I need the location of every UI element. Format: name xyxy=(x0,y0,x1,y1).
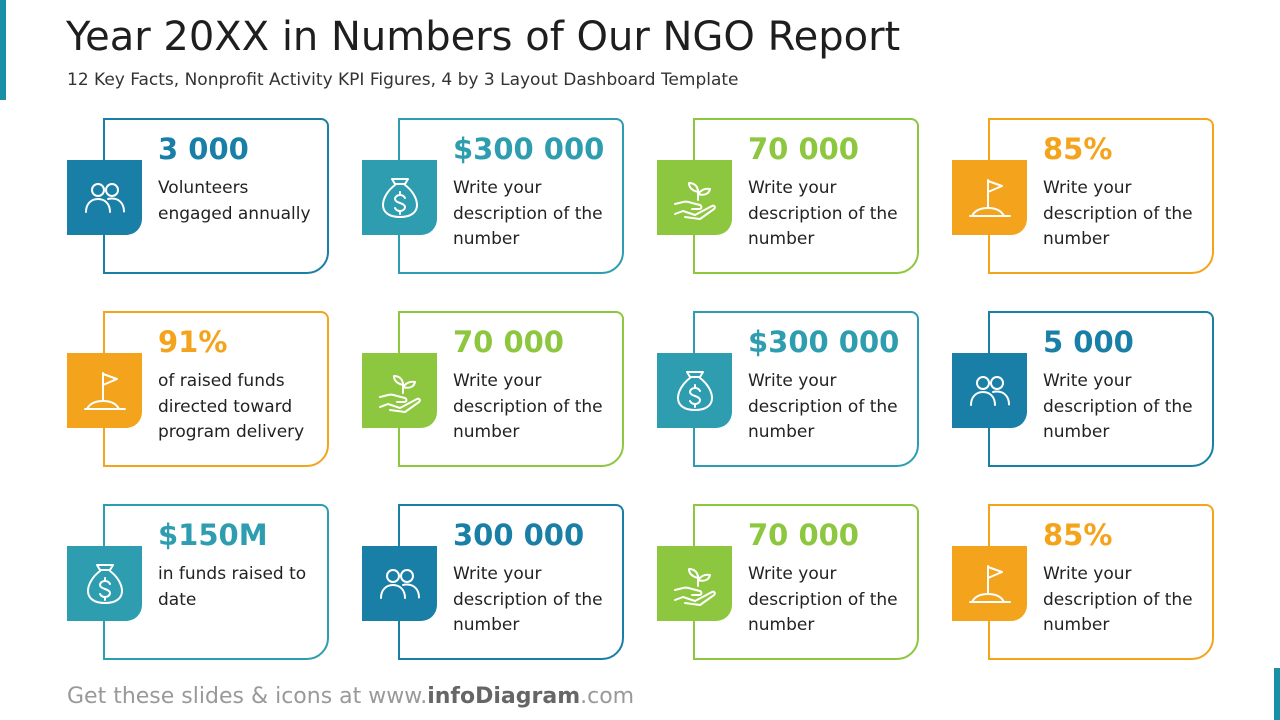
accent-bar xyxy=(0,0,6,100)
kpi-icon xyxy=(657,353,732,428)
kpi-description: Write your description of the number xyxy=(453,371,603,442)
kpi-value: 85% xyxy=(1043,132,1113,166)
kpi-card: $300 000 Write your description of the nu… xyxy=(362,118,624,274)
kpi-description: Volunteers engaged annually xyxy=(158,178,311,224)
icon-graphic xyxy=(378,374,421,413)
kpi-description: Write your description of the number xyxy=(748,564,898,635)
kpi-description: Write your description of the number xyxy=(748,178,898,249)
kpi-value: 5 000 xyxy=(1043,325,1134,359)
accent-bar xyxy=(1274,668,1280,720)
kpi-description: Write your description of the number xyxy=(453,564,603,635)
kpi-card: $300 000 Write your description of the nu… xyxy=(657,311,919,467)
kpi-icon xyxy=(952,160,1027,235)
kpi-description: Write your description of the number xyxy=(453,178,603,249)
icon-graphic xyxy=(968,564,1011,603)
kpi-icon xyxy=(657,160,732,235)
icon-graphic xyxy=(379,568,420,599)
kpi-card: 70 000 Write your description of the numb… xyxy=(657,118,919,274)
footer-brand: infoDiagram xyxy=(427,684,581,709)
icon-graphic xyxy=(84,182,125,213)
kpi-icon xyxy=(67,353,142,428)
kpi-description: Write your description of the number xyxy=(748,371,898,442)
kpi-description: Write your description of the number xyxy=(1043,178,1193,249)
icon-graphic xyxy=(673,181,716,220)
icon-graphic xyxy=(673,567,716,606)
kpi-card: 3 000 Volunteers engaged annually xyxy=(67,118,329,274)
kpi-card: $150M in funds raised to date xyxy=(67,504,329,660)
subtitle: 12 Key Facts, Nonprofit Activity KPI Fig… xyxy=(67,70,739,90)
kpi-icon xyxy=(657,546,732,621)
kpi-value: 70 000 xyxy=(748,518,859,552)
kpi-icon xyxy=(67,546,142,621)
kpi-icon xyxy=(952,353,1027,428)
kpi-value: $300 000 xyxy=(748,325,900,359)
kpi-value: 70 000 xyxy=(748,132,859,166)
kpi-card: 85% Write your description of the number xyxy=(952,504,1214,660)
kpi-value: $300 000 xyxy=(453,132,605,166)
icon-graphic xyxy=(83,371,126,410)
kpi-card: 85% Write your description of the number xyxy=(952,118,1214,274)
footer: Get these slides & icons at www.infoDiag… xyxy=(67,684,634,709)
icon-graphic xyxy=(676,370,713,411)
kpi-value: 91% xyxy=(158,325,228,359)
kpi-icon xyxy=(67,160,142,235)
kpi-description: Write your description of the number xyxy=(1043,564,1193,635)
kpi-icon xyxy=(362,160,437,235)
kpi-description: of raised funds directed toward program … xyxy=(158,371,305,442)
kpi-value: 85% xyxy=(1043,518,1113,552)
icon-graphic xyxy=(86,563,123,604)
kpi-card: 70 000 Write your description of the numb… xyxy=(362,311,624,467)
kpi-icon xyxy=(362,353,437,428)
kpi-icon xyxy=(362,546,437,621)
kpi-description: Write your description of the number xyxy=(1043,371,1193,442)
icon-graphic xyxy=(969,375,1010,406)
footer-text: Get these slides & icons at www. xyxy=(67,684,428,709)
kpi-value: 70 000 xyxy=(453,325,564,359)
footer-text: .com xyxy=(580,684,635,709)
kpi-card: 300 000 Write your description of the num… xyxy=(362,504,624,660)
kpi-value: 300 000 xyxy=(453,518,585,552)
kpi-value: 3 000 xyxy=(158,132,249,166)
kpi-card: 70 000 Write your description of the numb… xyxy=(657,504,919,660)
kpi-card: 91% of raised funds directed toward progr… xyxy=(67,311,329,467)
icon-graphic xyxy=(381,177,418,218)
kpi-card: 5 000 Write your description of the numbe… xyxy=(952,311,1214,467)
kpi-icon xyxy=(952,546,1027,621)
title: Year 20XX in Numbers of Our NGO Report xyxy=(66,14,901,60)
kpi-description: in funds raised to date xyxy=(158,564,307,610)
kpi-value: $150M xyxy=(158,518,268,552)
icon-graphic xyxy=(968,178,1011,217)
